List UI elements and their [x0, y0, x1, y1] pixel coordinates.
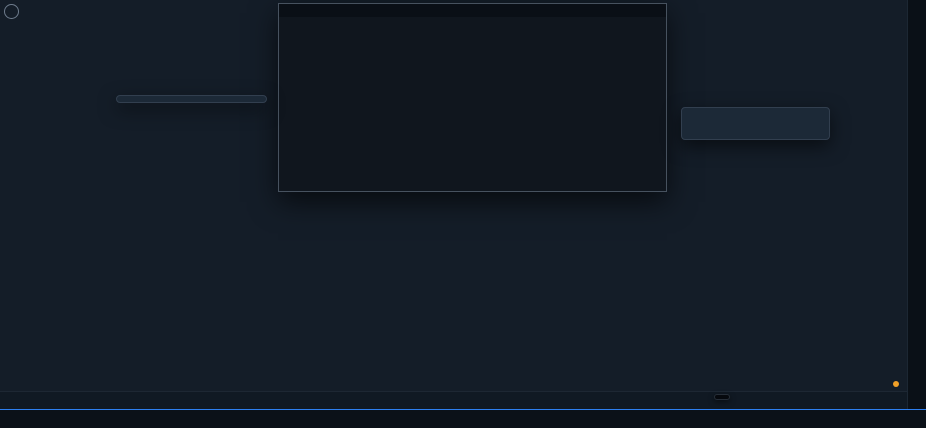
- save-tooltip: [714, 394, 730, 400]
- snapshot-titlebar[interactable]: [279, 4, 666, 17]
- context-menu: [116, 95, 267, 103]
- countdown-dot: [893, 381, 899, 387]
- symbol-search-icon[interactable]: [4, 3, 19, 19]
- symbol-header: [4, 3, 41, 19]
- ohlc-legend-row: [4, 21, 41, 37]
- snapshot-chart-canvas: [279, 17, 666, 191]
- volume-legend-row: [4, 39, 41, 55]
- layout-menu: [681, 107, 830, 140]
- saved-charts-search[interactable]: [682, 115, 829, 135]
- right-sidebar: [907, 0, 926, 409]
- chart-legend: [4, 3, 41, 55]
- chart-snapshot-window: [278, 3, 667, 192]
- bottom-status-bar: [0, 409, 926, 428]
- saved-charts-search-input[interactable]: [701, 119, 821, 131]
- timeframe-bar: [0, 391, 907, 409]
